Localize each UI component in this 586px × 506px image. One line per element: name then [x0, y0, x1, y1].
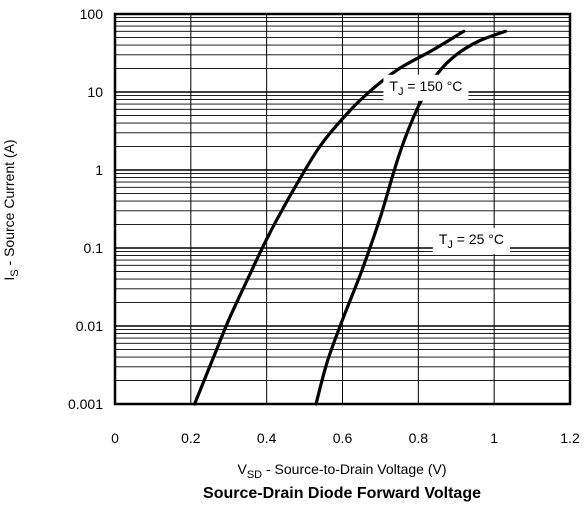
- plot-area-frame: [113, 12, 572, 406]
- series-line-1: [314, 29, 508, 406]
- y-tick-label: 100: [80, 6, 104, 22]
- x-tick-label: 0: [111, 430, 119, 446]
- x-tick-label: 0.2: [181, 430, 201, 446]
- gridlines: [115, 14, 570, 404]
- chart-title: Source-Drain Diode Forward Voltage: [203, 485, 481, 502]
- y-tick-label: 0.001: [68, 396, 103, 412]
- y-tick-label: 0.01: [76, 318, 103, 334]
- series-line-0: [193, 29, 466, 406]
- series-annotations: TJ = 150 °C TJ = 25 °C: [383, 74, 511, 255]
- y-tick-label: 0.1: [84, 240, 104, 256]
- x-tick-label: 0.8: [409, 430, 429, 446]
- x-axis-title: VSD - Source-to-Drain Voltage (V): [237, 461, 446, 481]
- x-tick-label: 1: [490, 430, 498, 446]
- x-tick-label: 0.4: [257, 430, 277, 446]
- svg-text:TJ = 150 °C: TJ = 150 °C: [389, 78, 462, 98]
- data-series: [193, 29, 508, 406]
- series-label-1: TJ = 25 °C: [432, 228, 511, 255]
- svg-text:TJ = 25 °C: TJ = 25 °C: [439, 231, 504, 251]
- x-tick-label: 0.6: [333, 430, 353, 446]
- x-tick-label: 1.2: [560, 430, 580, 446]
- y-tick-label: 1: [95, 162, 103, 178]
- y-tick-label: 10: [87, 84, 103, 100]
- y-axis-title: IS - Source Current (A): [1, 139, 21, 280]
- tick-labels: 0 0.2 0.4 0.6 0.8 1 1.2 0.001 0.01 0.1 1 10 100: [68, 6, 580, 446]
- series-label-0: TJ = 150 °C: [383, 74, 469, 101]
